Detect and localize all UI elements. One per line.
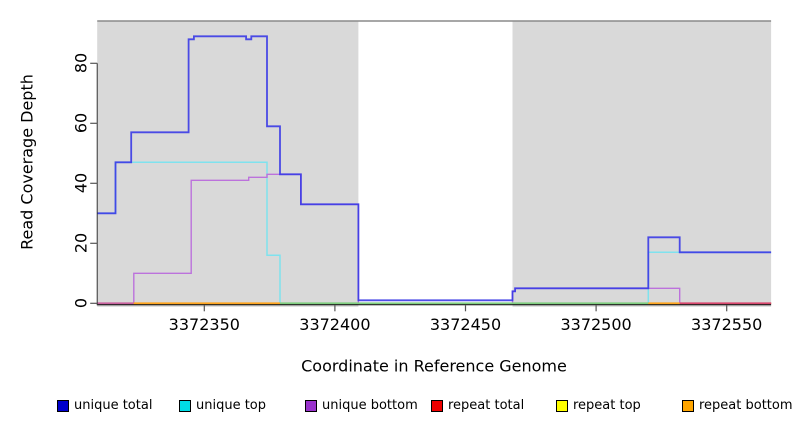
chart-legend: unique total unique top unique bottom repea… <box>0 396 792 420</box>
legend-swatch-repeat-bottom <box>682 400 694 412</box>
y-tick-label: 40 <box>71 173 91 194</box>
covered-region <box>512 21 772 307</box>
y-tick-label: 0 <box>71 298 91 309</box>
y-tick-label: 60 <box>71 113 91 134</box>
x-tick-label: 3372550 <box>691 315 763 334</box>
legend-label: repeat bottom <box>699 398 792 413</box>
legend-label: unique top <box>196 398 267 413</box>
legend-swatch-unique-total <box>57 400 69 412</box>
y-tick-label: 80 <box>71 53 91 74</box>
legend-swatch-repeat-top <box>556 400 568 412</box>
y-tick-label: 20 <box>71 233 91 254</box>
series-unique-total <box>97 35 772 302</box>
legend-label: repeat top <box>573 398 641 413</box>
legend-label: unique total <box>74 398 153 413</box>
y-axis-title: Read Coverage Depth <box>17 74 37 250</box>
legend-label: repeat total <box>448 398 525 413</box>
covered-region <box>97 21 359 307</box>
legend-swatch-repeat-total <box>431 400 443 412</box>
x-axis-title: Coordinate in Reference Genome <box>301 356 567 376</box>
x-tick-label: 3372350 <box>168 315 240 334</box>
x-tick-label: 3372450 <box>429 315 502 334</box>
legend-swatch-unique-top <box>179 400 191 412</box>
legend-label: unique bottom <box>322 398 418 413</box>
x-tick-label: 3372400 <box>299 315 371 334</box>
x-tick-label: 3372500 <box>560 315 632 334</box>
legend-swatch-unique-bottom <box>305 400 317 412</box>
